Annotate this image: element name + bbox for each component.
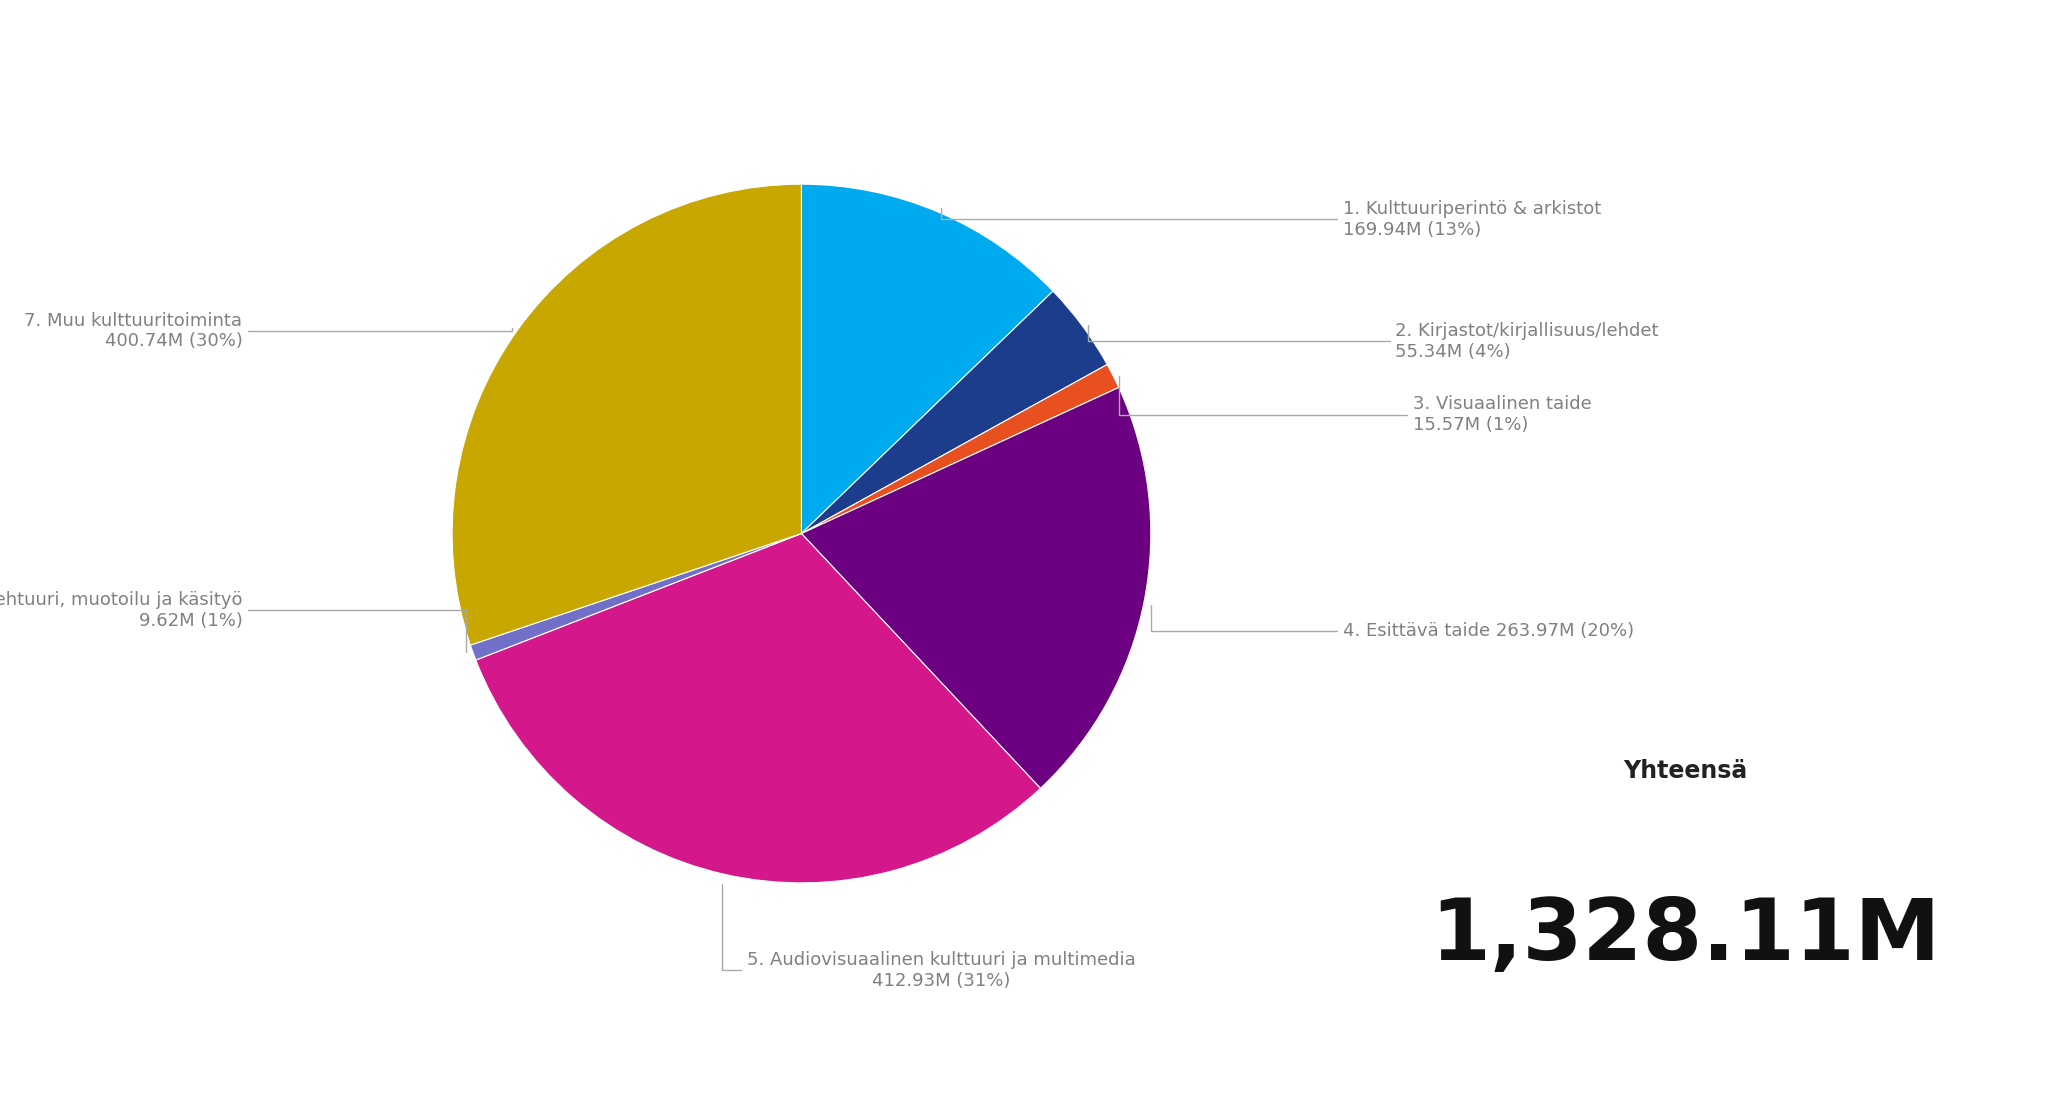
Wedge shape: [801, 365, 1118, 533]
Text: 1,328.11M: 1,328.11M: [1430, 895, 1940, 979]
Text: 7. Muu kulttuuritoiminta
400.74M (30%): 7. Muu kulttuuritoiminta 400.74M (30%): [25, 312, 512, 350]
Text: 1. Kulttuuriperintö & arkistot
169.94M (13%): 1. Kulttuuriperintö & arkistot 169.94M (…: [941, 199, 1601, 238]
Text: 6. Arkkitehtuuri, muotoilu ja käsityö
9.62M (1%): 6. Arkkitehtuuri, muotoilu ja käsityö 9.…: [0, 591, 466, 652]
Text: 4. Esittävä taide 263.97M (20%): 4. Esittävä taide 263.97M (20%): [1151, 605, 1634, 640]
Wedge shape: [801, 388, 1151, 788]
Text: 3. Visuaalinen taide
15.57M (1%): 3. Visuaalinen taide 15.57M (1%): [1120, 376, 1591, 434]
Wedge shape: [801, 184, 1052, 533]
Text: Yhteensä: Yhteensä: [1623, 759, 1747, 784]
Wedge shape: [477, 533, 1040, 883]
Wedge shape: [452, 184, 801, 645]
Wedge shape: [801, 291, 1108, 533]
Wedge shape: [471, 533, 801, 660]
Text: 5. Audiovisuaalinen kulttuuri ja multimedia
412.93M (31%): 5. Audiovisuaalinen kulttuuri ja multime…: [723, 884, 1136, 990]
Text: 2. Kirjastot/kirjallisuus/lehdet
55.34M (4%): 2. Kirjastot/kirjallisuus/lehdet 55.34M …: [1089, 322, 1658, 360]
